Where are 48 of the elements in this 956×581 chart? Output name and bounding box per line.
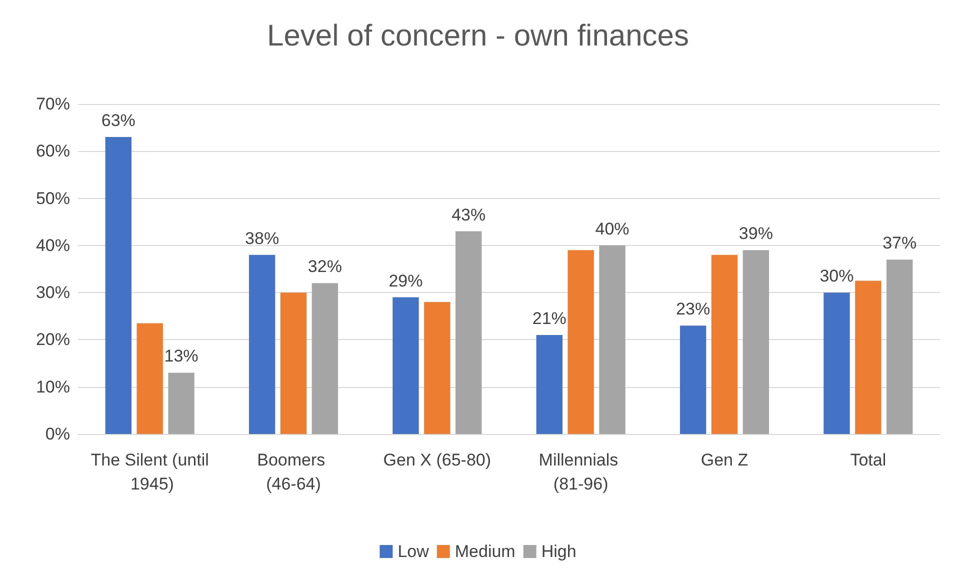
bar (392, 297, 419, 434)
bar (568, 250, 594, 434)
bar (824, 292, 850, 434)
x-tick-label: Gen Z (700, 450, 748, 470)
bar (280, 292, 307, 434)
y-tick-label: 10% (36, 377, 70, 396)
bar (248, 254, 276, 434)
bar (424, 302, 450, 434)
data-label: 39% (738, 224, 773, 244)
legend-label: High (541, 542, 576, 561)
data-label: 29% (388, 271, 423, 290)
data-label: 32% (308, 257, 342, 276)
y-tick-label: 30% (36, 283, 70, 302)
data-label: 37% (882, 234, 917, 253)
data-label: 23% (676, 300, 710, 319)
bar (456, 231, 482, 434)
legend-label: Low (398, 542, 430, 561)
y-tick-label: 40% (36, 236, 70, 255)
bar (886, 260, 913, 434)
bar (599, 245, 626, 434)
bar (105, 137, 132, 434)
bar (680, 326, 706, 434)
bar (742, 250, 770, 434)
bar (312, 283, 338, 434)
bar (855, 280, 882, 434)
data-label: 38% (245, 228, 280, 248)
x-tick-label: Gen X (65-80) (383, 450, 492, 470)
y-tick-label: 60% (36, 142, 70, 161)
y-tick-label: 20% (36, 330, 70, 350)
x-tick-label: Total (850, 450, 886, 470)
data-label: 30% (820, 266, 854, 286)
data-label: 21% (532, 309, 566, 328)
legend-label: Medium (454, 542, 516, 561)
y-tick-label: 50% (36, 188, 70, 208)
chart-title: Level of concern - own finances (267, 20, 689, 52)
data-label: 43% (452, 205, 486, 224)
bar (711, 254, 738, 434)
y-tick-label: 70% (36, 94, 70, 114)
x-tick-label: Millennials (81-96) (538, 450, 623, 494)
x-tick-label: Boomers (46-64) (257, 450, 330, 494)
data-label: 13% (164, 346, 198, 366)
bar (536, 335, 562, 434)
bar (168, 372, 194, 434)
data-label: 63% (101, 111, 136, 130)
bar (136, 323, 163, 434)
x-tick-label: The Silent (until 1945) (90, 450, 209, 494)
data-label: 40% (595, 219, 630, 238)
y-tick-label: 0% (45, 424, 70, 444)
